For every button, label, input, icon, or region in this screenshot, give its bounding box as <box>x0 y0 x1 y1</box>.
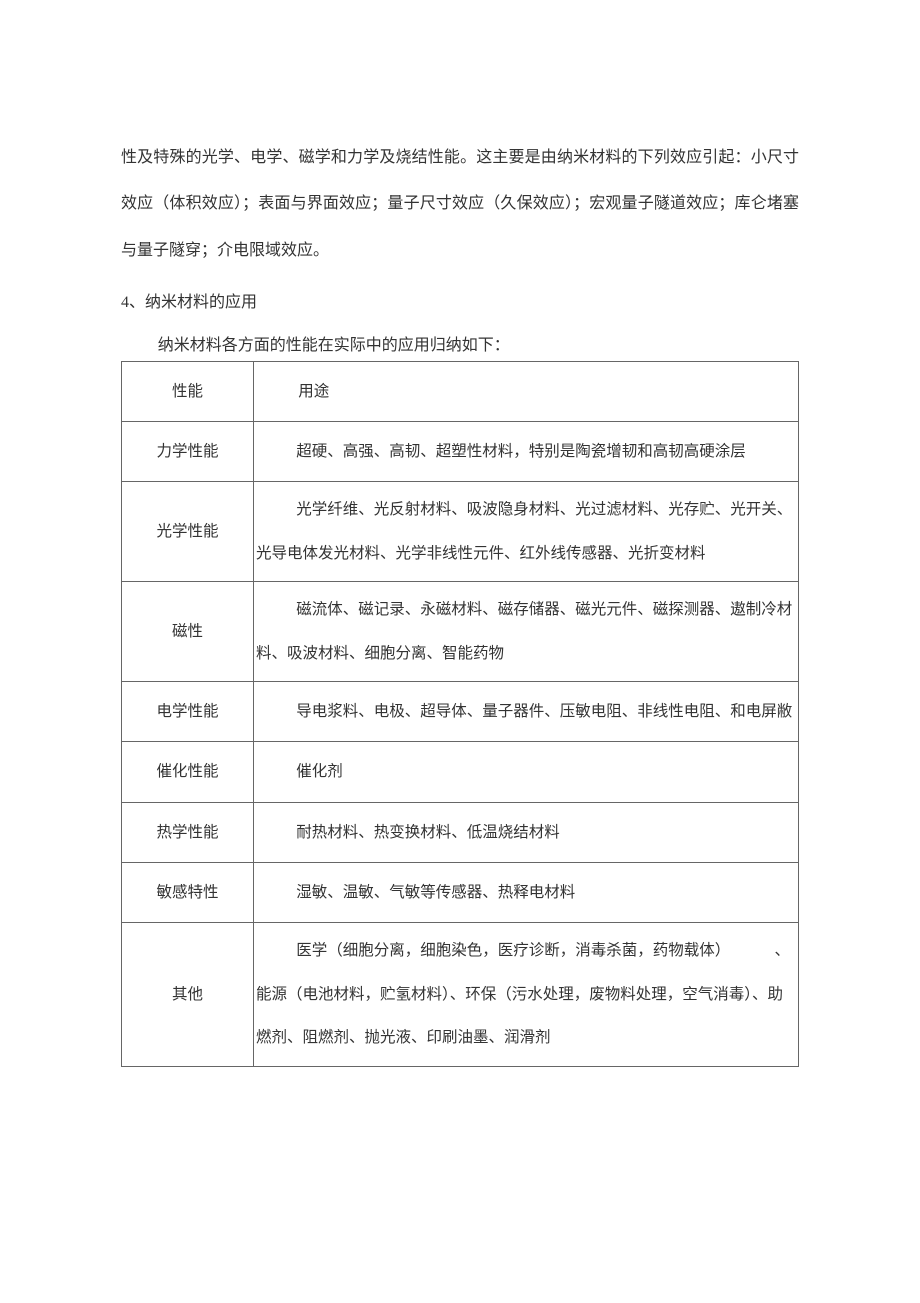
usage-text: 超硬、高强、高韧、超塑性材料，特别是陶瓷增韧和高韧高硬涂层 <box>256 430 796 473</box>
row-usage: 光学纤维、光反射材料、吸波隐身材料、光过滤材料、光存贮、光开关、光导电体发光材料… <box>254 482 799 582</box>
trailing-punct: 、 <box>734 929 790 972</box>
row-label: 其他 <box>122 923 254 1066</box>
usage-text: 导电浆料、电极、超导体、量子器件、压敏电阻、非线性电阻、和电屏敝 <box>256 690 796 733</box>
row-label: 电学性能 <box>122 681 254 741</box>
row-usage: 导电浆料、电极、超导体、量子器件、压敏电阻、非线性电阻、和电屏敝 <box>254 681 799 741</box>
table-row: 力学性能 超硬、高强、高韧、超塑性材料，特别是陶瓷增韧和高韧高硬涂层 <box>122 421 799 481</box>
usage-text: 湿敏、温敏、气敏等传感器、热释电材料 <box>256 871 796 914</box>
usage-text: 耐热材料、热变换材料、低温烧结材料 <box>256 811 796 854</box>
intro-paragraph: 性及特殊的光学、电学、磁学和力学及烧结性能。这主要是由纳米材料的下列效应引起：小… <box>121 135 799 274</box>
row-label: 催化性能 <box>122 742 254 802</box>
row-label: 力学性能 <box>122 421 254 481</box>
table-row: 催化性能 催化剂 <box>122 742 799 802</box>
row-label: 光学性能 <box>122 482 254 582</box>
table-row: 热学性能 耐热材料、热变换材料、低温烧结材料 <box>122 802 799 862</box>
table-row: 其他 医学（细胞分离，细胞染色，医疗诊断，消毒杀菌，药物载体）、 能源（电池材料… <box>122 923 799 1066</box>
row-usage: 耐热材料、热变换材料、低温烧结材料 <box>254 802 799 862</box>
header-property: 性能 <box>122 361 254 421</box>
table-row: 磁性 磁流体、磁记录、永磁材料、磁存储器、磁光元件、磁探测器、遨制冷材料、吸波材… <box>122 582 799 682</box>
applications-table: 性能 用途 力学性能 超硬、高强、高韧、超塑性材料，特别是陶瓷增韧和高韧高硬涂层… <box>121 361 799 1067</box>
table-row: 电学性能 导电浆料、电极、超导体、量子器件、压敏电阻、非线性电阻、和电屏敝 <box>122 681 799 741</box>
table-caption: 纳米材料各方面的性能在实际中的应用归纳如下： <box>121 332 799 361</box>
row-usage: 磁流体、磁记录、永磁材料、磁存储器、磁光元件、磁探测器、遨制冷材料、吸波材料、细… <box>254 582 799 682</box>
usage-text-line1: 医学（细胞分离，细胞染色，医疗诊断，消毒杀菌，药物载体）、 <box>256 929 796 972</box>
usage-text: 磁流体、磁记录、永磁材料、磁存储器、磁光元件、磁探测器、遨制冷材料、吸波材料、细… <box>256 588 796 675</box>
section-heading: 4、纳米材料的应用 <box>121 282 799 324</box>
header-usage: 用途 <box>254 361 799 421</box>
table-row: 敏感特性 湿敏、温敏、气敏等传感器、热释电材料 <box>122 863 799 923</box>
row-label: 热学性能 <box>122 802 254 862</box>
usage-text: 催化剂 <box>256 750 796 793</box>
usage-text: 光学纤维、光反射材料、吸波隐身材料、光过滤材料、光存贮、光开关、光导电体发光材料… <box>256 488 796 575</box>
row-usage: 超硬、高强、高韧、超塑性材料，特别是陶瓷增韧和高韧高硬涂层 <box>254 421 799 481</box>
row-usage: 医学（细胞分离，细胞染色，医疗诊断，消毒杀菌，药物载体）、 能源（电池材料，贮氢… <box>254 923 799 1066</box>
row-label: 敏感特性 <box>122 863 254 923</box>
table-row: 光学性能 光学纤维、光反射材料、吸波隐身材料、光过滤材料、光存贮、光开关、光导电… <box>122 482 799 582</box>
row-usage: 催化剂 <box>254 742 799 802</box>
usage-main: 医学（细胞分离，细胞染色，医疗诊断，消毒杀菌，药物载体） <box>296 942 730 959</box>
table-header-row: 性能 用途 <box>122 361 799 421</box>
usage-text-line2: 能源（电池材料，贮氢材料）、环保（污水处理，废物料处理，空气消毒）、助燃剂、阻燃… <box>256 973 796 1060</box>
row-label: 磁性 <box>122 582 254 682</box>
row-usage: 湿敏、温敏、气敏等传感器、热释电材料 <box>254 863 799 923</box>
